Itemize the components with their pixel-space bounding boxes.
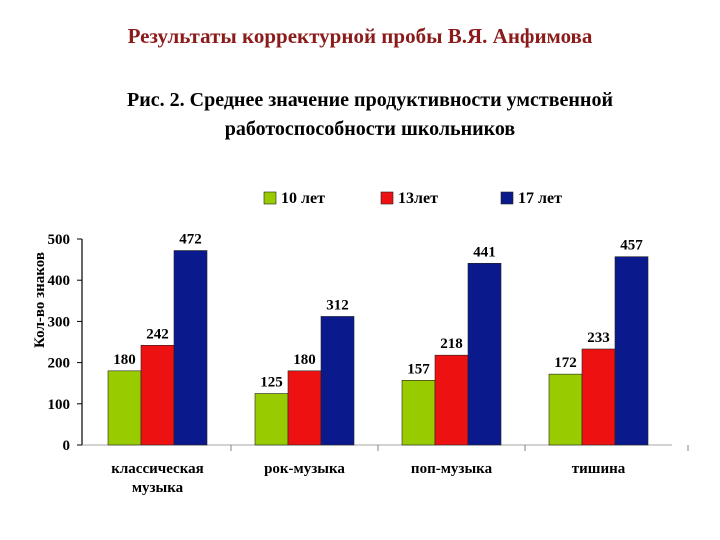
data-label: 242 [146,326,169,342]
data-label: 125 [260,375,283,391]
category-label: музыка [132,480,184,496]
subtitle-line-1: Рис. 2. Среднее значение продуктивности … [127,89,613,111]
data-label: 218 [440,336,463,352]
bar [434,354,469,446]
y-axis-title: Кол-во знаков [32,252,48,348]
data-label: 172 [554,355,577,371]
data-label: 472 [179,232,202,248]
data-label: 312 [326,297,349,313]
y-tick-label: 300 [48,314,71,330]
bar [614,256,649,446]
bar [467,263,502,446]
data-label: 457 [620,238,643,254]
bar [173,250,208,446]
legend-label: 10 лет [281,190,325,207]
legend-label: 13лет [398,190,438,207]
bar [548,373,583,446]
y-tick-label: 0 [63,438,71,454]
bar [401,380,436,446]
bar [287,370,322,446]
data-label: 180 [293,352,316,368]
data-label: 180 [113,352,136,368]
legend: 10 лет 13лет 17 лет [263,190,562,207]
data-label: 441 [473,244,496,260]
y-tick-label: 400 [48,273,71,289]
chart-title: Результаты корректурной пробы В.Я. Анфим… [127,24,593,48]
chart-subtitle: Рис. 2. Среднее значение продуктивности … [60,86,680,144]
subtitle-line-2: работоспособности школьников [224,118,516,140]
bar [107,370,142,446]
legend-swatch [263,191,277,205]
y-tick-label: 100 [48,397,71,413]
category-label: поп-музыка [411,461,493,477]
bar [320,316,355,446]
bar [254,393,289,446]
y-tick-label: 500 [48,232,71,248]
category-label: рок-музыка [264,461,345,477]
category-label: классическая [111,461,204,477]
legend-swatch [500,191,514,205]
legend-label: 17 лет [518,190,562,207]
bar [581,348,616,446]
category-label: тишина [572,461,626,477]
data-label: 157 [407,361,430,377]
legend-swatch [380,191,394,205]
bar [140,344,175,446]
y-tick-label: 200 [48,356,71,372]
data-label: 233 [587,330,610,346]
